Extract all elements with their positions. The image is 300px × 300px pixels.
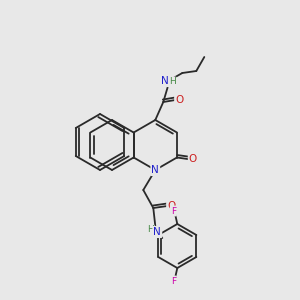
Text: N: N <box>152 165 159 175</box>
Text: F: F <box>171 206 176 215</box>
Text: N: N <box>153 227 161 237</box>
Text: O: O <box>175 95 183 105</box>
Text: O: O <box>167 201 176 211</box>
Text: H: H <box>169 77 176 86</box>
Text: N: N <box>161 76 169 86</box>
Text: H: H <box>147 226 154 235</box>
Text: F: F <box>171 277 176 286</box>
Text: O: O <box>189 154 197 164</box>
